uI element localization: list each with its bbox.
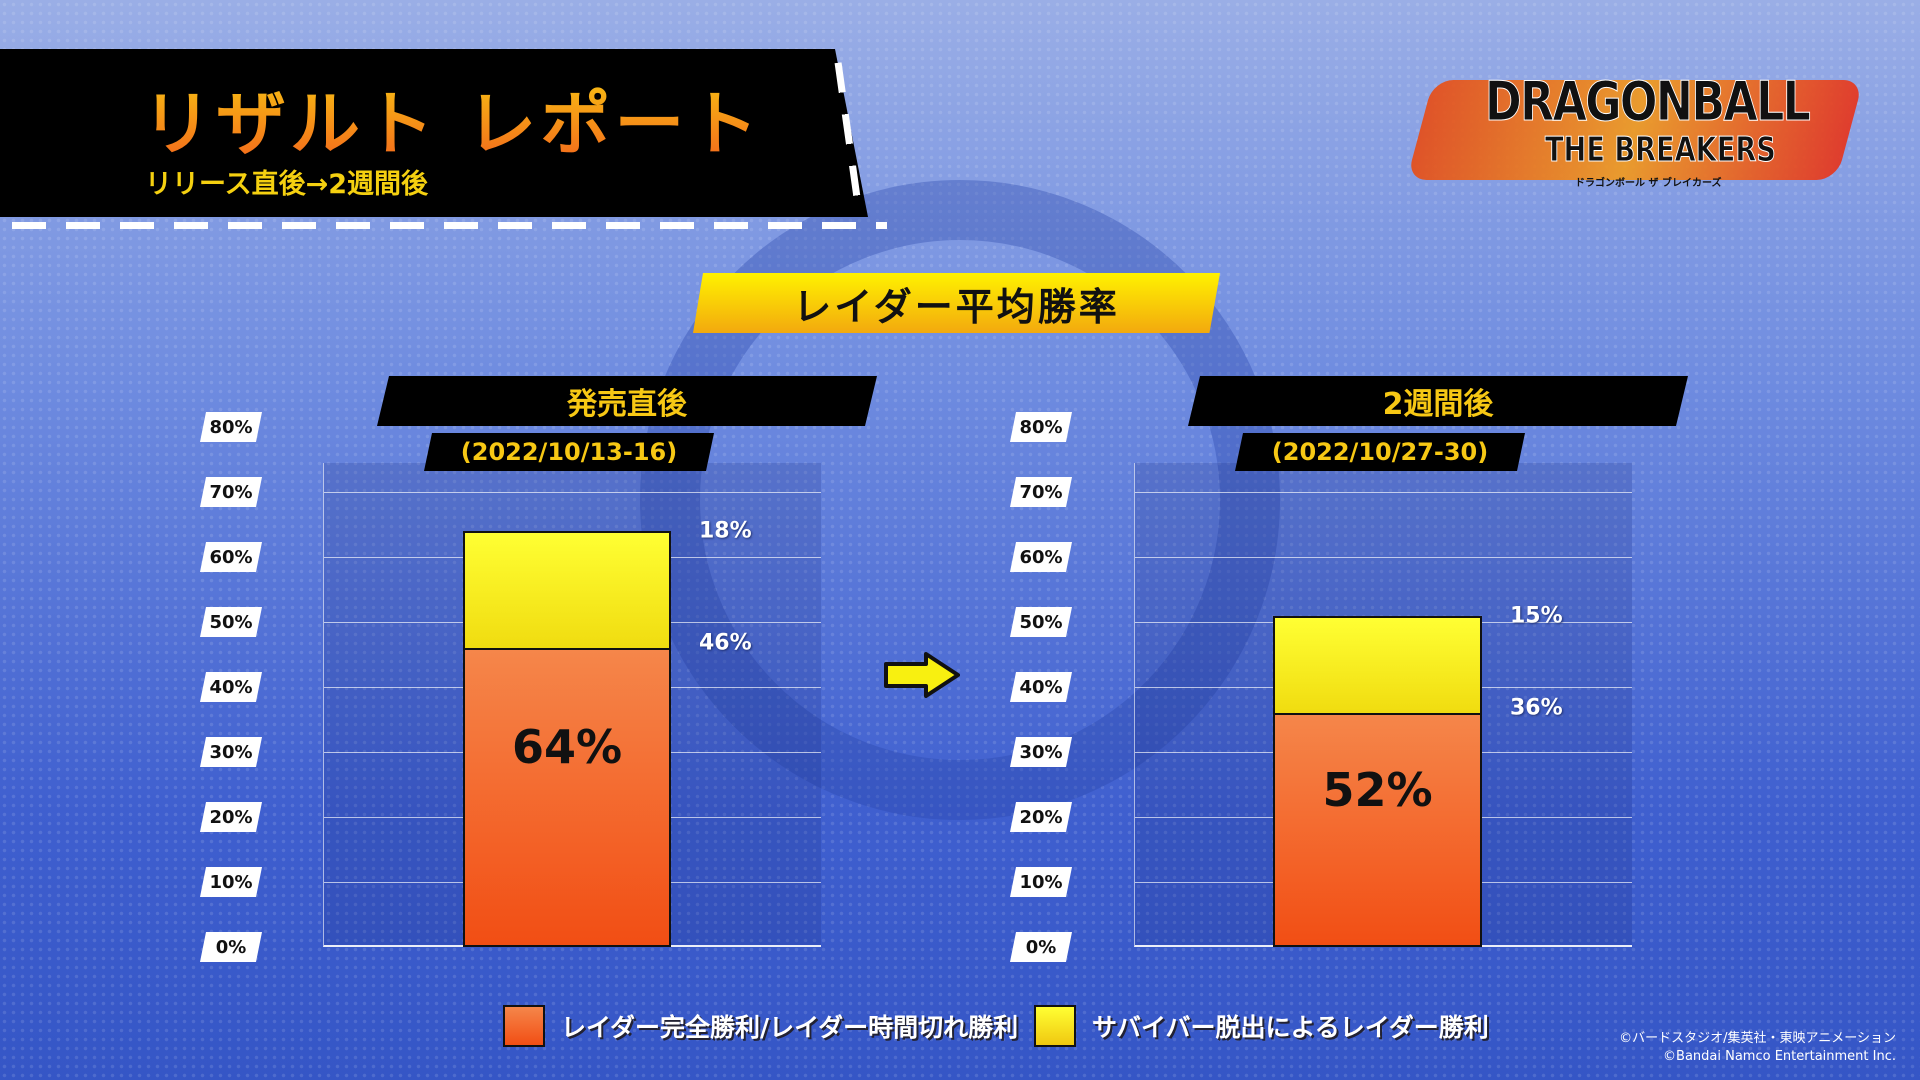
bar-segment-orange [1273,713,1482,947]
y-tick-label: 70% [1010,477,1072,507]
value-label: 36% [1510,695,1563,721]
panel-date: (2022/10/13-16) [424,433,714,471]
y-tick-label: 30% [1010,737,1072,767]
gridline [324,492,821,493]
bar-segment-yellow [463,531,671,650]
value-label: 15% [1510,603,1563,628]
y-tick-label: 10% [200,867,262,897]
y-tick-label: 40% [200,672,262,702]
game-logo: DRAGONBALL THE BREAKERS ドラゴンボール ザ ブレイカーズ [1406,68,1864,198]
gridline [1135,557,1632,558]
legend-label: サバイバー脱出によるレイダー勝利 [1092,1013,1489,1042]
y-tick-label: 70% [200,477,262,507]
header-panel [0,49,868,217]
divider [12,222,887,229]
right-arrow-icon [884,652,960,698]
y-tick-label: 60% [1010,542,1072,572]
y-tick-label: 0% [1010,932,1072,962]
copyright-line: ©バードスタジオ/集英社・東映アニメーション [1619,1031,1896,1046]
chart-title: レイダー平均勝率 [693,273,1220,333]
y-tick-label: 20% [200,802,262,832]
y-tick-label: 60% [200,542,262,572]
total-label: 52% [1322,763,1433,818]
bar-segment-yellow [1273,615,1482,715]
page-title: リザルト レポート [142,68,762,169]
bar-segment-orange [463,648,671,947]
copyright: ©バードスタジオ/集英社・東映アニメーション ©Bandai Namco Ent… [1619,1030,1896,1066]
panel-date: (2022/10/27-30) [1235,433,1525,471]
legend-item: サバイバー脱出によるレイダー勝利 [1034,1005,1489,1047]
y-tick-label: 50% [1010,607,1072,637]
page-subtitle: リリース直後→2週間後 [145,169,429,200]
gridline [1135,492,1632,493]
y-tick-label: 50% [200,607,262,637]
total-label: 64% [511,719,623,774]
legend-label: レイダー完全勝利/レイダー時間切れ勝利 [561,1013,1019,1042]
y-tick-label: 80% [200,412,262,442]
logo-text: THE BREAKERS [1545,130,1777,171]
y-tick-label: 40% [1010,672,1072,702]
panel-label: 発売直後 [377,376,877,426]
legend-item: レイダー完全勝利/レイダー時間切れ勝利 [503,1005,1018,1047]
y-tick-label: 30% [200,737,262,767]
y-tick-label: 10% [1010,867,1072,897]
copyright-line: ©Bandai Namco Entertainment Inc. [1663,1049,1896,1064]
logo-text: ドラゴンボール ザ ブレイカーズ [1575,178,1722,189]
value-label: 46% [699,630,752,656]
y-tick-label: 20% [1010,802,1072,832]
panel-label: 2週間後 [1188,376,1688,426]
y-tick-label: 80% [1010,412,1072,442]
y-tick-label: 0% [200,932,262,962]
legend-swatch [503,1005,545,1047]
logo-text: DRAGONBALL [1485,70,1812,134]
legend-swatch [1034,1005,1076,1047]
value-label: 18% [699,518,752,544]
